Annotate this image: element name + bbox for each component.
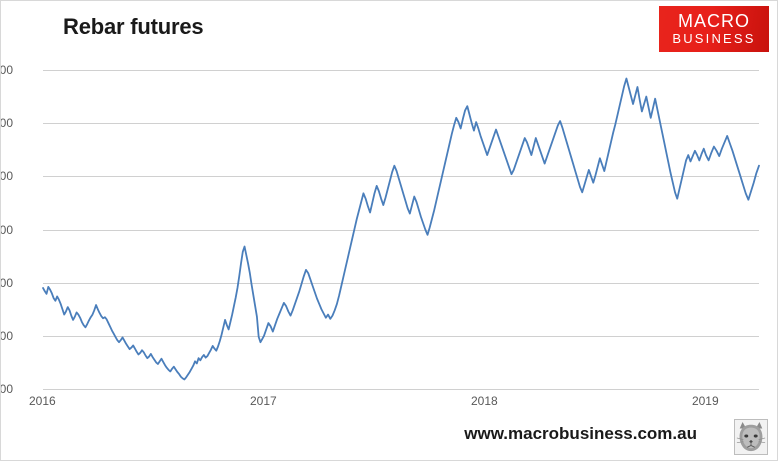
y-axis-tick-label: 4,000: [0, 116, 13, 131]
y-axis-tick-label: 3,500: [0, 169, 13, 184]
y-axis-tick-label: 2,500: [0, 275, 13, 290]
gridline: [43, 229, 759, 231]
rebar-futures-series: [42, 77, 760, 381]
gridline: [43, 282, 759, 284]
y-axis-tick-label: 4,500: [0, 63, 13, 77]
x-axis-tick-label: 2019: [691, 394, 719, 408]
lynx-face-icon: [734, 419, 768, 455]
x-axis-tick-label: 2016: [29, 394, 56, 408]
plot-area: 1,500 2,000 2,500 3,000 3,500 4,000 4,500 2016…: [1, 63, 760, 408]
macrobusiness-logo: MACRO BUSINESS: [659, 6, 769, 52]
gridline: [43, 335, 759, 337]
series-line-chart: [42, 77, 760, 381]
gridline: [43, 123, 759, 125]
gridline: [43, 389, 759, 390]
site-url[interactable]: www.macrobusiness.com.au: [464, 424, 697, 443]
page-title: Rebar futures: [63, 14, 204, 39]
lynx-face-glyph: [735, 420, 767, 454]
gridline: [43, 70, 759, 71]
gridline: [43, 176, 759, 178]
y-axis-tick-label: 3,000: [0, 222, 13, 237]
y-axis-tick-label: 2,000: [0, 328, 13, 343]
x-axis-tick-label: 2018: [470, 394, 498, 408]
x-axis-tick-label: 2017: [249, 394, 277, 408]
brand-name-secondary: BUSINESS: [672, 31, 756, 46]
brand-name-primary: MACRO: [678, 11, 750, 31]
y-axis-tick-label: 1,500: [0, 382, 13, 396]
